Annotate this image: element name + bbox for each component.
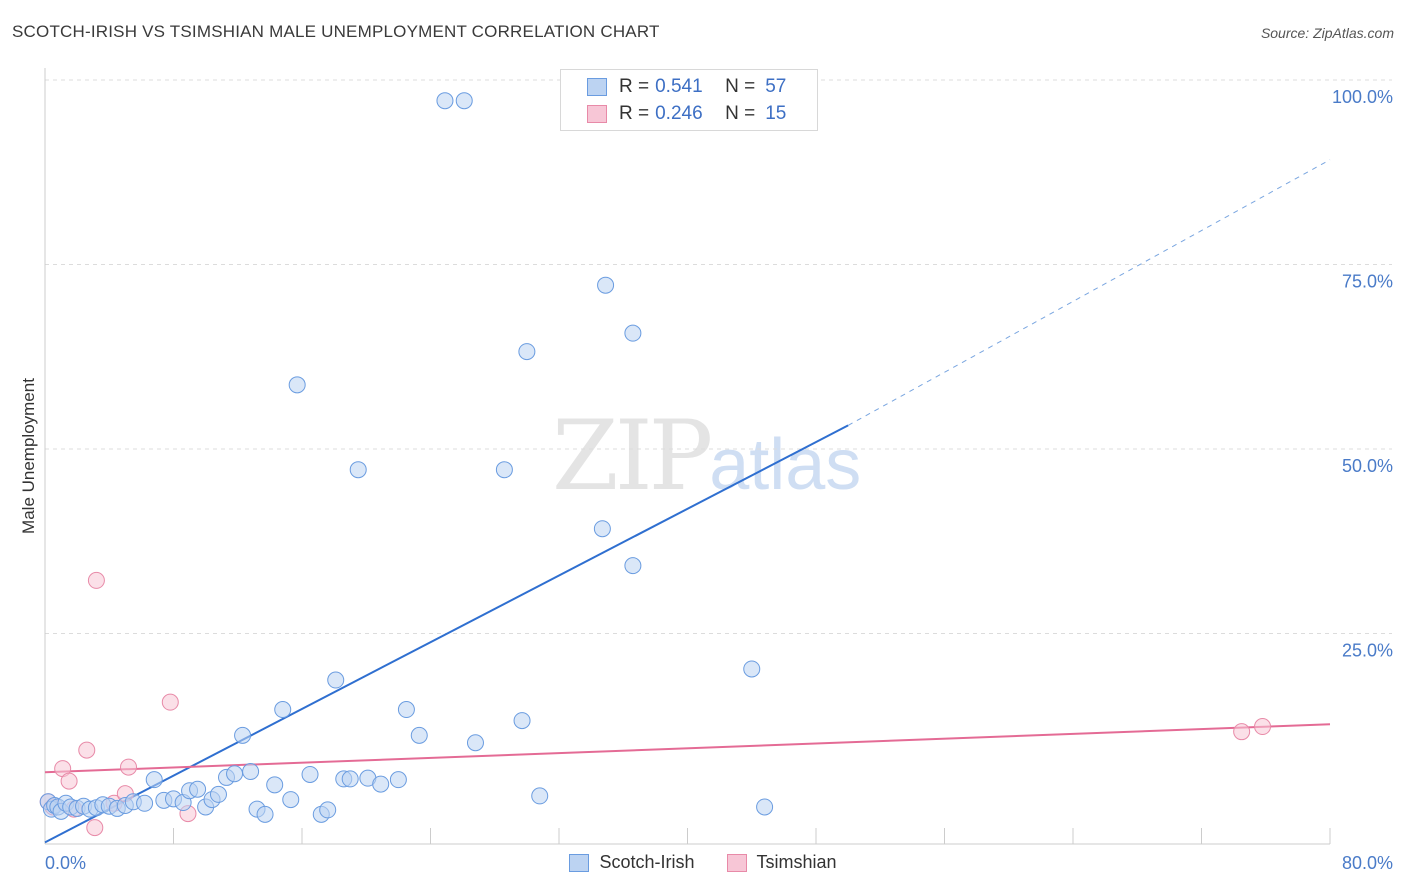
scotch-irish-point (372, 775, 390, 793)
scotch-irish-point (209, 785, 227, 803)
scotch-irish-point (743, 660, 761, 678)
tsimshian-point (161, 693, 179, 711)
legend-r-label: R = (619, 103, 650, 124)
legend-swatch-blue (587, 78, 607, 96)
y-axis-title: Male Unemployment (19, 378, 38, 534)
legend: R = 0.541 N = 57 R = 0.246 N = 15 (560, 69, 818, 131)
y-tick-label: 75.0% (1342, 272, 1393, 292)
scotch-irish-point (145, 771, 163, 789)
bottom-legend-scotch-irish: Scotch-Irish (569, 852, 695, 873)
bottom-legend: Scotch-Irish Tsimshian (0, 852, 1406, 873)
legend-r-value: 0.541 (655, 76, 703, 97)
legend-n-value: 57 (765, 76, 787, 97)
legend-n-label: N = (725, 76, 756, 97)
scotch-irish-point (624, 324, 642, 342)
scotch-irish-point (274, 701, 292, 719)
legend-n-value: 15 (765, 103, 787, 124)
tsimshian-point (1233, 723, 1251, 741)
legend-row-scotch-irish: R = 0.541 N = 57 (587, 74, 786, 100)
tsimshian-point (87, 571, 105, 589)
bottom-legend-swatch-blue (569, 853, 590, 872)
x-tick-label: 80.0% (1342, 853, 1393, 873)
tsimshian-trend-line (44, 723, 1331, 774)
tsimshian-point (60, 772, 78, 790)
tsimshian-point (120, 758, 138, 776)
scotch-irish-point (597, 276, 615, 294)
tsimshian-point (86, 819, 104, 837)
scotch-irish-point (282, 791, 300, 809)
scotch-irish-point (349, 461, 367, 479)
scotch-irish-point (513, 712, 531, 730)
watermark-zip: ZIP (552, 400, 713, 512)
legend-row-tsimshian: R = 0.246 N = 15 (587, 101, 786, 127)
scotch-irish-point (436, 92, 454, 110)
scotch-irish-point (593, 520, 611, 538)
bottom-legend-tsimshian: Tsimshian (726, 852, 837, 873)
scotch-irish-point (624, 557, 642, 575)
legend-n-label: N = (725, 103, 756, 124)
tick-labels: 25.0% 50.0% 75.0% 100.0% 0.0% 80.0% (45, 87, 1393, 873)
scotch-irish-point (136, 794, 154, 812)
scotch-irish-point (301, 765, 319, 783)
watermark-atlas: atlas (709, 425, 862, 505)
bottom-legend-swatch-pink (726, 853, 747, 872)
legend-r-label: R = (619, 76, 650, 97)
gridlines (45, 79, 1392, 634)
scotch-irish-point (226, 765, 244, 783)
x-tick-label: 0.0% (45, 853, 86, 873)
scotch-irish-point (288, 376, 306, 394)
y-tick-label: 25.0% (1342, 641, 1393, 661)
scotch-irish-point (189, 780, 207, 798)
scotch-irish-point (495, 461, 513, 479)
y-tick-label: 100.0% (1332, 87, 1393, 107)
scotch-irish-point (410, 726, 428, 744)
tsimshian-point (78, 741, 96, 759)
scotch-irish-point (389, 771, 407, 789)
scotch-irish-point (466, 734, 484, 752)
scotch-irish-point (756, 798, 774, 816)
scotch-irish-point (397, 701, 415, 719)
data-points (39, 92, 1272, 837)
scotch-irish-point (531, 787, 549, 805)
scotch-irish-point (234, 726, 252, 744)
scotch-irish-trend-extension (847, 159, 1331, 426)
scotch-irish-point (518, 343, 536, 361)
source-label: Source: ZipAtlas.com (1260, 25, 1394, 41)
scotch-irish-point (341, 770, 359, 788)
scotch-irish-point (242, 763, 260, 781)
tsimshian-point (1254, 718, 1272, 736)
chart-title: SCOTCH-IRISH VS TSIMSHIAN MALE UNEMPLOYM… (12, 22, 660, 41)
scotch-irish-point (266, 776, 284, 794)
scotch-irish-point (256, 805, 274, 823)
bottom-legend-label: Tsimshian (756, 852, 837, 872)
scotch-irish-point (319, 801, 337, 819)
scotch-irish-point (455, 92, 473, 110)
watermark: ZIPatlas (552, 400, 861, 512)
trend-lines (44, 159, 1331, 844)
scotch-irish-point (327, 671, 345, 689)
y-tick-label: 50.0% (1342, 456, 1393, 476)
axes (44, 68, 1331, 845)
legend-swatch-pink (587, 105, 607, 123)
legend-r-value: 0.246 (655, 103, 703, 124)
scotch-irish-trend-line (44, 424, 849, 844)
bottom-legend-label: Scotch-Irish (599, 852, 695, 872)
